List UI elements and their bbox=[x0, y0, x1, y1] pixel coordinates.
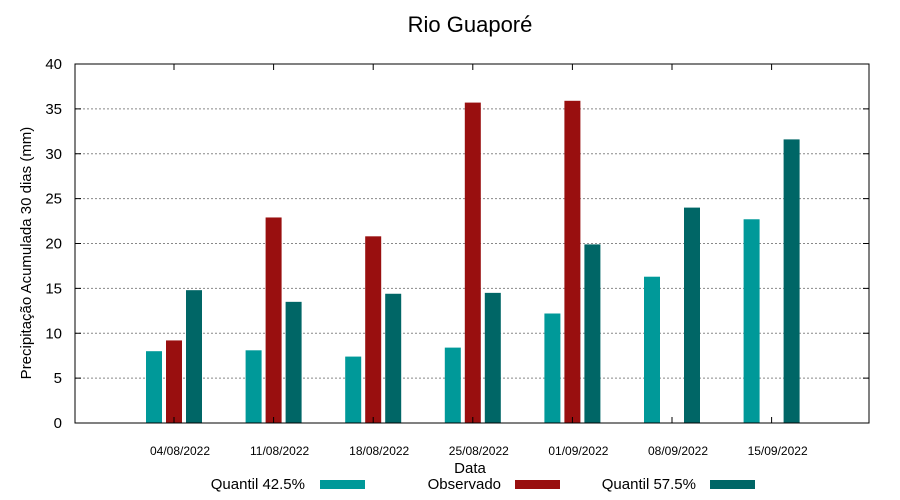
legend-label: Quantil 57.5% bbox=[602, 476, 696, 493]
y-axis-ticks: 0 5 10 15 20 25 30 35 40 bbox=[45, 56, 869, 432]
bar bbox=[245, 350, 262, 423]
legend-swatch bbox=[515, 480, 560, 489]
bar bbox=[365, 236, 382, 423]
bar bbox=[385, 293, 402, 423]
y-tick-label: 15 bbox=[45, 280, 62, 297]
legend: Quantil 42.5% Observado Quantil 57.5% bbox=[211, 476, 755, 493]
chart-title: Rio Guaporé bbox=[408, 12, 533, 37]
y-tick-label: 30 bbox=[45, 146, 62, 163]
x-tick-label: 18/08/2022 bbox=[349, 444, 409, 458]
y-tick-label: 35 bbox=[45, 101, 62, 118]
y-tick-label: 20 bbox=[45, 236, 62, 253]
x-tick-label: 15/09/2022 bbox=[748, 444, 808, 458]
legend-swatch bbox=[710, 480, 755, 489]
bar bbox=[186, 290, 202, 423]
y-tick-label: 5 bbox=[54, 370, 62, 387]
bar bbox=[743, 219, 760, 423]
x-axis-ticks: 04/08/2022 11/08/2022 18/08/2022 25/08/2022… bbox=[150, 64, 808, 458]
bar bbox=[484, 292, 501, 423]
bars bbox=[146, 100, 800, 424]
bar bbox=[584, 244, 601, 423]
bar bbox=[345, 356, 362, 423]
legend-label: Observado bbox=[428, 476, 501, 493]
bar bbox=[146, 351, 162, 423]
x-tick-label: 08/09/2022 bbox=[648, 444, 708, 458]
y-tick-label: 0 bbox=[54, 415, 62, 432]
x-tick-label: 25/08/2022 bbox=[449, 444, 509, 458]
x-axis-label: Data bbox=[454, 460, 486, 477]
y-tick-label: 25 bbox=[45, 191, 62, 208]
legend-label: Quantil 42.5% bbox=[211, 476, 305, 493]
bar bbox=[265, 217, 282, 423]
x-tick-label: 01/09/2022 bbox=[548, 444, 608, 458]
bar bbox=[544, 313, 561, 423]
bar bbox=[684, 207, 700, 423]
y-axis-label: Precipitação Acumulada 30 dias (mm) bbox=[18, 127, 35, 380]
y-tick-label: 40 bbox=[45, 56, 62, 73]
x-tick-label: 11/08/2022 bbox=[250, 444, 309, 458]
bar bbox=[444, 347, 461, 423]
bar bbox=[166, 340, 182, 423]
bar bbox=[783, 139, 800, 423]
bar bbox=[464, 102, 481, 423]
bar bbox=[564, 100, 581, 424]
x-tick-label: 04/08/2022 bbox=[150, 444, 210, 458]
bar bbox=[285, 301, 302, 423]
y-tick-label: 10 bbox=[45, 325, 62, 342]
legend-swatch bbox=[320, 480, 365, 489]
bar bbox=[644, 276, 660, 423]
